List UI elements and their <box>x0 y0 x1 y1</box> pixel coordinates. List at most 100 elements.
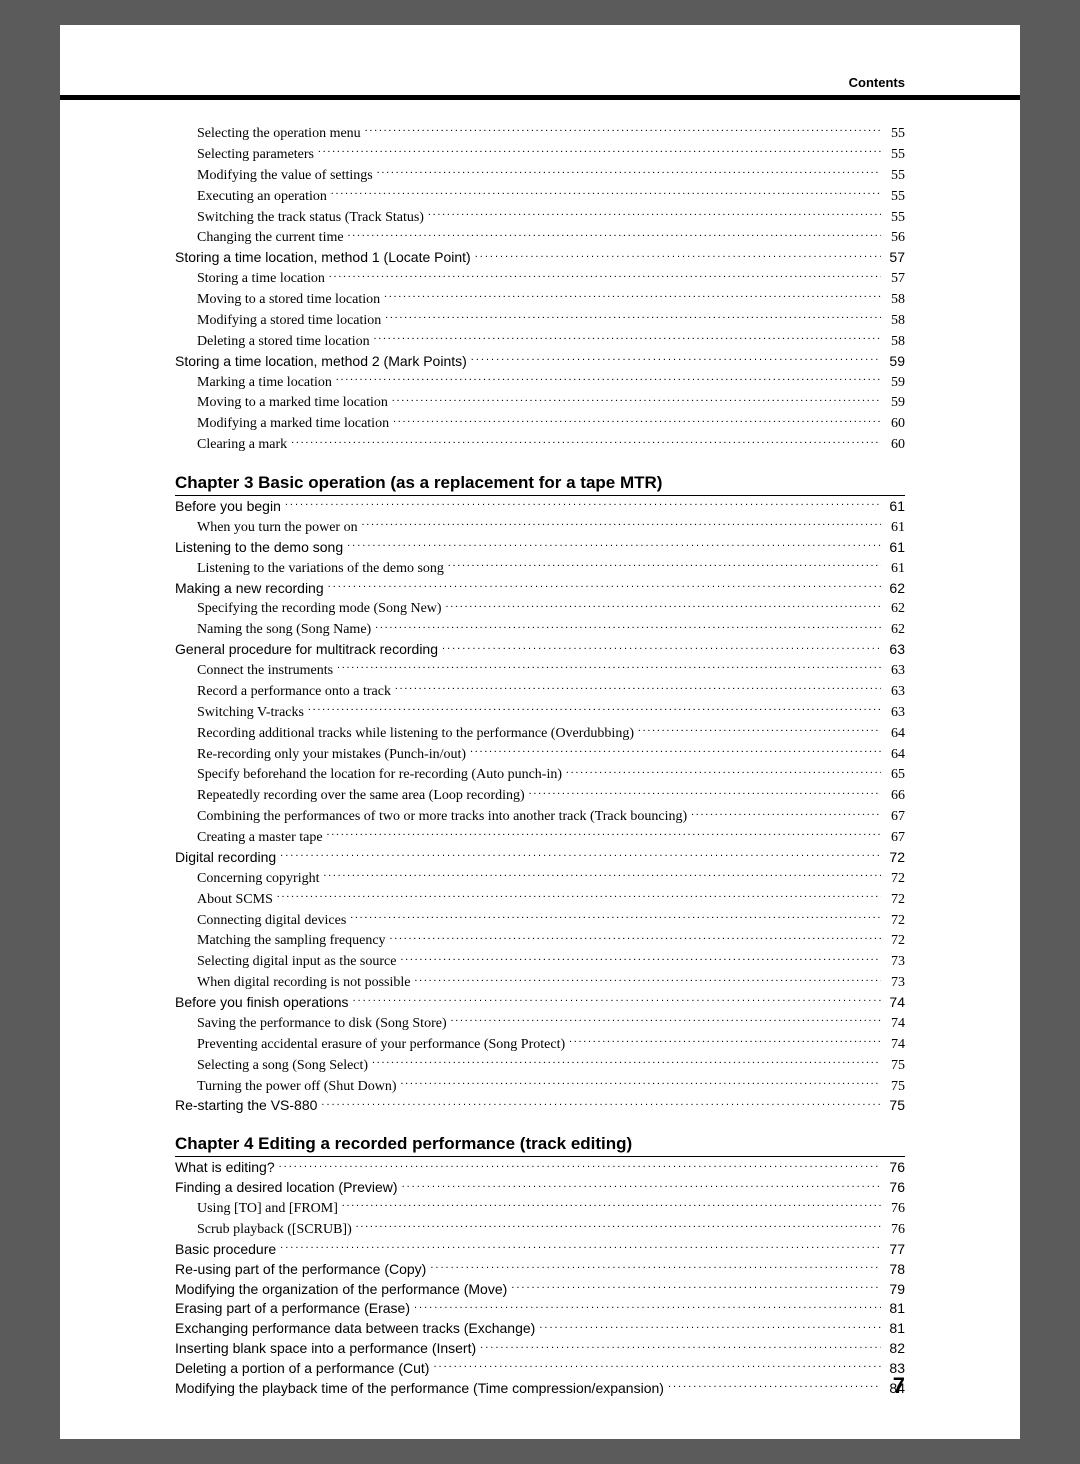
toc-entry-label: Switching the track status (Track Status… <box>197 208 424 228</box>
toc-leader-dots <box>336 372 881 386</box>
toc-entry-label: Combining the performances of two or mor… <box>197 807 687 827</box>
toc-entry-label: Executing an operation <box>197 187 327 207</box>
toc-entry-label: Clearing a mark <box>197 435 287 455</box>
toc-entry: Listening to the demo song61 <box>175 538 905 558</box>
toc-entry: Matching the sampling frequency72 <box>175 930 905 951</box>
toc-entry-label: Changing the current time <box>197 228 344 248</box>
toc-entry-label: Storing a time location, method 1 (Locat… <box>175 248 471 268</box>
toc-entry-page: 82 <box>885 1339 905 1359</box>
toc-entry: Before you finish operations74 <box>175 993 905 1013</box>
toc-entry: Digital recording72 <box>175 848 905 868</box>
toc-leader-dots <box>539 1319 881 1333</box>
toc-entry-page: 75 <box>885 1077 905 1097</box>
toc-leader-dots <box>402 1178 881 1192</box>
toc-leader-dots <box>337 660 881 674</box>
toc-leader-dots <box>392 392 881 406</box>
toc-entry-page: 57 <box>885 248 905 268</box>
toc-entry: Re-recording only your mistakes (Punch-i… <box>175 744 905 765</box>
toc-leader-dots <box>331 186 881 200</box>
toc-entry-label: Scrub playback ([SCRUB]) <box>197 1220 352 1240</box>
page-number: 7 <box>893 1373 905 1399</box>
toc-entry: Selecting digital input as the source73 <box>175 951 905 972</box>
toc-leader-dots <box>329 268 881 282</box>
toc-leader-dots <box>291 434 881 448</box>
toc-entry-label: Erasing part of a performance (Erase) <box>175 1299 410 1319</box>
toc-entry: Concerning copyright 72 <box>175 868 905 889</box>
toc-leader-dots <box>348 227 881 241</box>
toc-entry-page: 76 <box>885 1220 905 1240</box>
toc-entry-label: Naming the song (Song Name) <box>197 620 371 640</box>
toc-entry-label: Re-starting the VS-880 <box>175 1096 317 1116</box>
toc-entry-page: 75 <box>885 1056 905 1076</box>
toc-entry-label: Deleting a stored time location <box>197 332 370 352</box>
toc-entry: Modifying the playback time of the perfo… <box>175 1379 905 1399</box>
toc-entry-page: 55 <box>885 166 905 186</box>
toc-entry-label: Selecting digital input as the source <box>197 952 396 972</box>
toc-leader-dots <box>377 165 881 179</box>
chapter-title: Chapter 4 Editing a recorded performance… <box>175 1134 905 1157</box>
toc-entry-label: Repeatedly recording over the same area … <box>197 786 525 806</box>
toc-leader-dots <box>451 1013 881 1027</box>
toc-entry-page: 72 <box>885 890 905 910</box>
toc-entry-page: 74 <box>885 1035 905 1055</box>
toc-entry-label: Moving to a stored time location <box>197 290 380 310</box>
toc-entry-label: Selecting a song (Song Select) <box>197 1056 368 1076</box>
toc-leader-dots <box>471 352 881 366</box>
toc-entry: Connecting digital devices72 <box>175 910 905 931</box>
toc-entry: Executing an operation55 <box>175 186 905 207</box>
toc-entry-page: 60 <box>885 435 905 455</box>
toc-leader-dots <box>353 993 881 1007</box>
toc-entry-label: Concerning copyright <box>197 869 319 889</box>
toc-entry: Before you begin61 <box>175 497 905 517</box>
toc-entry: Selecting parameters55 <box>175 144 905 165</box>
toc-entry-page: 63 <box>885 640 905 660</box>
toc-leader-dots <box>308 702 881 716</box>
toc-entry-page: 59 <box>885 352 905 372</box>
toc-leader-dots <box>433 1359 881 1373</box>
toc-entry: Moving to a marked time location59 <box>175 392 905 413</box>
toc-entry-page: 62 <box>885 579 905 599</box>
toc-leader-dots <box>347 538 881 552</box>
toc-leader-dots <box>372 1055 881 1069</box>
toc-entry: Changing the current time 56 <box>175 227 905 248</box>
toc-entry: What is editing?76 <box>175 1158 905 1178</box>
toc-entry: About SCMS72 <box>175 889 905 910</box>
toc-entry: Naming the song (Song Name)62 <box>175 619 905 640</box>
toc-leader-dots <box>374 331 881 345</box>
toc-leader-dots <box>566 764 881 778</box>
toc-leader-dots <box>400 951 881 965</box>
toc-entry: Modifying a marked time location60 <box>175 413 905 434</box>
header-rule <box>60 95 1020 100</box>
toc-leader-dots <box>342 1198 881 1212</box>
toc-entry-page: 73 <box>885 973 905 993</box>
toc-entry: When digital recording is not possible73 <box>175 972 905 993</box>
toc-entry-page: 72 <box>885 911 905 931</box>
toc-entry-page: 63 <box>885 661 905 681</box>
toc-entry: Storing a time location, method 2 (Mark … <box>175 352 905 372</box>
toc-leader-dots <box>323 868 881 882</box>
toc-entry: Selecting a song (Song Select) 75 <box>175 1055 905 1076</box>
toc-entry-label: Storing a time location, method 2 (Mark … <box>175 352 467 372</box>
toc-leader-dots <box>375 619 881 633</box>
toc-entry-label: Storing a time location <box>197 269 325 289</box>
toc-entry-label: Modifying a stored time location <box>197 311 381 331</box>
toc-entry: Specify beforehand the location for re-r… <box>175 764 905 785</box>
toc-entry-page: 56 <box>885 228 905 248</box>
toc-entry-page: 59 <box>885 373 905 393</box>
toc-leader-dots <box>321 1096 881 1110</box>
toc-entry: Creating a master tape67 <box>175 827 905 848</box>
toc-entry-label: Matching the sampling frequency <box>197 931 386 951</box>
toc-entry-label: Connect the instruments <box>197 661 333 681</box>
toc-entry-page: 76 <box>885 1178 905 1198</box>
toc-entry-label: Inserting blank space into a performance… <box>175 1339 476 1359</box>
toc-entry-label: Specifying the recording mode (Song New) <box>197 599 442 619</box>
toc-entry: Record a performance onto a track63 <box>175 681 905 702</box>
toc-leader-dots <box>511 1280 881 1294</box>
toc-entry-page: 72 <box>885 869 905 889</box>
toc-leader-dots <box>384 289 881 303</box>
toc-entry: Listening to the variations of the demo … <box>175 558 905 579</box>
toc-leader-dots <box>356 1219 881 1233</box>
toc-entry-label: Deleting a portion of a performance (Cut… <box>175 1359 429 1379</box>
toc-entry-page: 61 <box>885 538 905 558</box>
toc-leader-dots <box>638 723 881 737</box>
